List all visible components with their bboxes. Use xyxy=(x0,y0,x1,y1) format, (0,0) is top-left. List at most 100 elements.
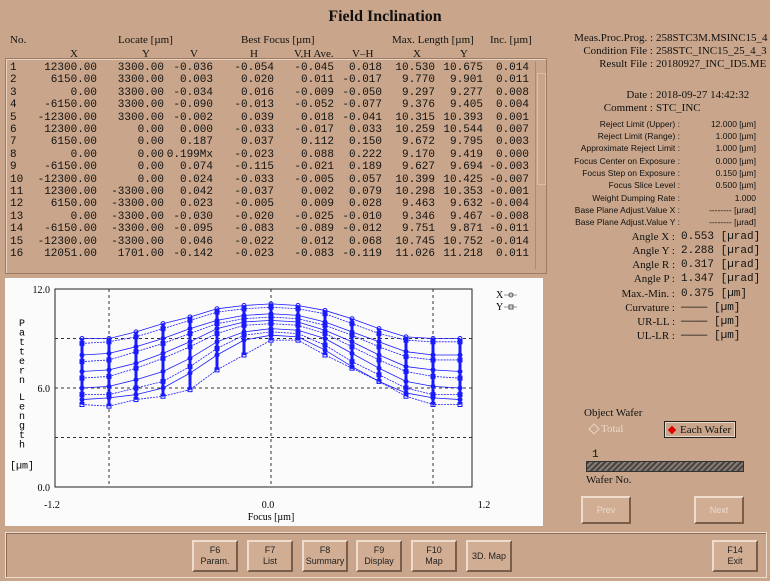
table-cell: -0.014 xyxy=(489,235,529,248)
table-row[interactable]: 1 12300.00 3300.00 -0.036 -0.054 -0.045 0.018 1… xyxy=(6,62,536,74)
table-cell: 0.008 xyxy=(495,86,529,99)
table-cell: -0.017 xyxy=(294,124,334,136)
function-key: F9 xyxy=(373,545,385,555)
table-cell: 0.037 xyxy=(240,136,274,149)
function-button-3d-map[interactable]: 3D. Map xyxy=(466,540,512,572)
table-cell: -0.012 xyxy=(342,223,382,236)
table-cell: -0.025 xyxy=(294,210,334,223)
results-value: 0.553 [µrad] xyxy=(681,231,761,243)
function-button-map[interactable]: F10 Map xyxy=(411,540,457,572)
table-cell: 9.297 xyxy=(401,86,435,99)
table-cell: 0.00 xyxy=(137,136,164,149)
table-row[interactable]: 6 12300.00 0.00 0.000 -0.033 -0.017 0.033 10.25… xyxy=(6,124,536,136)
table-cell: -0.009 xyxy=(294,86,334,99)
table-row[interactable]: 13 0.00 -3300.00 -0.030 -0.020 -0.025 -0.010 9.… xyxy=(6,211,536,223)
header-inc: Inc. [µm] xyxy=(490,34,532,46)
results-value: ———— [µm] xyxy=(681,316,741,328)
table-cell: -0.005 xyxy=(234,198,274,211)
table-cell: 10.393 xyxy=(443,111,483,124)
table-cell: 0.088 xyxy=(300,148,334,161)
table-row[interactable]: 8 0.00 0.00 0.199Mx -0.023 0.088 0.222 9.170 9.4… xyxy=(6,149,536,161)
table-cell: 10.425 xyxy=(443,173,483,186)
table-cell: 10.544 xyxy=(443,124,483,136)
table-row[interactable]: 15 -12300.00 -3300.00 0.046 -0.022 0.012 0.068… xyxy=(6,236,536,248)
wafer-slider[interactable] xyxy=(586,461,744,472)
radio-total[interactable]: Total xyxy=(588,423,623,435)
table-cell: 0.018 xyxy=(348,62,382,74)
table-cell: 0.00 xyxy=(70,148,97,161)
header-y: Y xyxy=(142,48,150,60)
table-cell: 10.315 xyxy=(395,111,435,124)
table-row[interactable]: 3 0.00 3300.00 -0.034 0.016 -0.009 -0.050 9.297… xyxy=(6,87,536,99)
function-button-list[interactable]: F7 List xyxy=(247,540,293,572)
table-cell: 3 xyxy=(10,86,17,99)
table-row[interactable]: 5 -12300.00 3300.00 -0.002 0.039 0.018 -0.041 1… xyxy=(6,112,536,124)
table-cell: 13 xyxy=(10,210,24,223)
table-row[interactable]: 9 -6150.00 0.00 0.074 -0.115 -0.021 0.189 9.627… xyxy=(6,161,536,173)
table-cell: -0.011 xyxy=(489,223,529,236)
table-row[interactable]: 10 -12300.00 0.00 0.024 -0.033 -0.005 0.057 10.… xyxy=(6,174,536,186)
results-value: ———— [µm] xyxy=(681,330,741,342)
table-cell: 0.199Mx xyxy=(166,148,213,161)
table-row[interactable]: 2 6150.00 3300.00 0.003 0.020 0.011 -0.017 9.77… xyxy=(6,74,536,86)
table-row[interactable]: 11 12300.00 -3300.00 0.042 -0.037 0.002 0.079 1… xyxy=(6,186,536,198)
table-row[interactable]: 12 6150.00 -3300.00 0.023 -0.005 0.009 0.028 9.… xyxy=(6,198,536,210)
table-cell: 12300.00 xyxy=(44,124,97,136)
next-button[interactable]: Next xyxy=(694,496,744,524)
table-cell: 6150.00 xyxy=(50,74,97,87)
prev-button[interactable]: Prev xyxy=(581,496,631,524)
table-cell: 0.074 xyxy=(179,161,213,174)
table-cell: 9.463 xyxy=(401,198,435,211)
table-cell: 9.751 xyxy=(401,223,435,236)
table-cell: 0.020 xyxy=(240,74,274,87)
table-cell: 0.187 xyxy=(179,136,213,149)
table-cell: 10.259 xyxy=(395,124,435,136)
table-cell: 9.672 xyxy=(401,136,435,149)
y-tick-label: 6.0 xyxy=(38,384,51,395)
table-cell: 0.000 xyxy=(495,148,529,161)
table-cell: 9.795 xyxy=(449,136,483,149)
params-value: 0.150 [µm] xyxy=(715,168,756,178)
function-key: F6 xyxy=(209,545,221,555)
info-value: 258STC3M.MSINC15_4 xyxy=(656,32,768,44)
table-scrollbar[interactable] xyxy=(535,61,546,269)
table-cell: 0.068 xyxy=(348,235,382,248)
table-cell: -0.008 xyxy=(489,210,529,223)
table-cell: -3300.00 xyxy=(111,186,164,198)
radio-each-wafer[interactable]: Each Wafer xyxy=(664,421,736,438)
legend-square-icon xyxy=(508,304,514,310)
function-key: F10 xyxy=(426,545,442,555)
table-row[interactable]: 16 12051.00 1701.00 -0.142 -0.023 -0.083 -0.11… xyxy=(6,248,536,260)
table-cell: 0.024 xyxy=(179,173,213,186)
table-cell: -0.003 xyxy=(489,161,529,174)
table-row[interactable]: 14 -6150.00 -3300.00 -0.095 -0.083 -0.089 -0.0… xyxy=(6,223,536,235)
wafer-no-label: Wafer No. xyxy=(586,474,632,486)
table-cell: 10 xyxy=(10,173,24,186)
table-cell: 9.871 xyxy=(449,223,483,236)
function-button-display[interactable]: F9 Display xyxy=(356,540,402,572)
table-cell: -0.013 xyxy=(234,99,274,112)
table-cell: -3300.00 xyxy=(111,223,164,236)
function-button-summary[interactable]: F8 Summary xyxy=(302,540,348,572)
header-h: H xyxy=(250,48,258,60)
table-cell: 0.001 xyxy=(495,111,529,124)
table-cell: 9.405 xyxy=(449,99,483,112)
params-label: Focus Step on Exposure : xyxy=(582,168,680,178)
table-cell: 0.00 xyxy=(137,124,164,136)
table-cell: -0.017 xyxy=(342,74,382,87)
info-label: Meas.Proc.Prog. : xyxy=(574,32,653,44)
function-button-exit[interactable]: F14 Exit xyxy=(712,540,758,572)
table-cell: 9.901 xyxy=(449,74,483,87)
header-best-focus: Best Focus [µm] xyxy=(241,34,315,46)
results-value: 0.375 [µm] xyxy=(681,288,748,300)
table-row[interactable]: 7 6150.00 0.00 0.187 0.037 0.112 0.150 9.672 9.7… xyxy=(6,136,536,148)
table-cell: 1701.00 xyxy=(117,248,164,260)
function-button-param[interactable]: F6 Param. xyxy=(192,540,238,572)
x-tick-label: 1.2 xyxy=(478,500,491,511)
results-label: Curvature : xyxy=(625,302,675,314)
function-label: List xyxy=(262,556,277,566)
function-label: Display xyxy=(364,556,394,566)
table-row[interactable]: 4 -6150.00 3300.00 -0.090 -0.013 -0.052 -0.077… xyxy=(6,99,536,111)
table-cell: 0.004 xyxy=(495,99,529,112)
scrollbar-thumb[interactable] xyxy=(537,73,546,185)
